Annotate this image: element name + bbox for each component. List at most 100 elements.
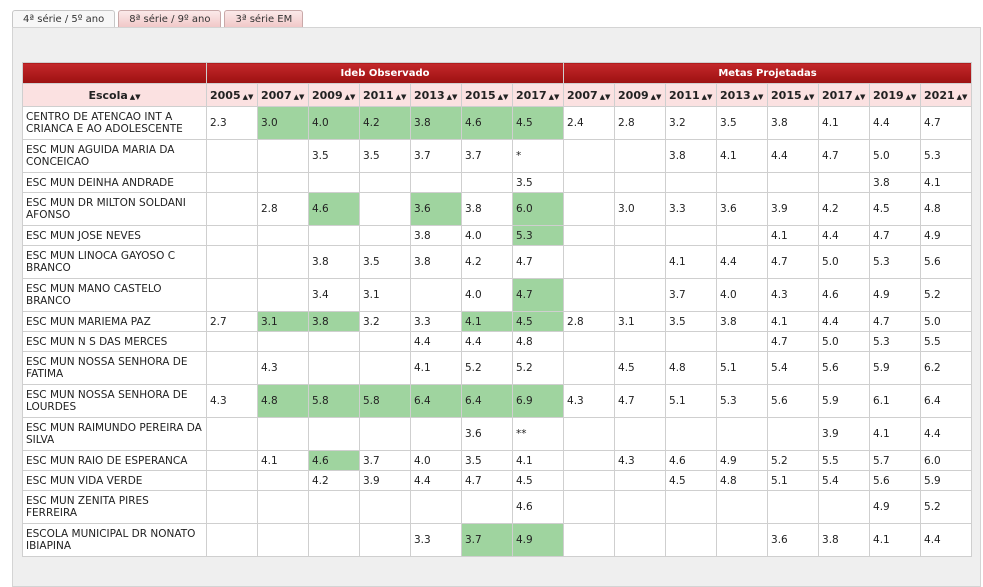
- cell-observed: 4.6: [308, 192, 360, 226]
- cell-observed: [206, 450, 258, 471]
- column-header-label: 2007: [567, 88, 598, 102]
- cell-observed: [206, 470, 258, 491]
- column-header-label: 2011: [363, 88, 394, 102]
- cell-projected: [716, 490, 769, 524]
- table-row: ESC MUN RAIMUNDO PEREIRA DA SILVA 3.6 ** 3.…: [22, 417, 973, 451]
- cell-projected: 6.1: [869, 384, 922, 418]
- cell-projected: [716, 331, 769, 352]
- sort-icon: ▲▼: [548, 92, 560, 101]
- cell-projected: [614, 470, 667, 491]
- cell-observed: [257, 490, 309, 524]
- cell-projected: [716, 523, 769, 557]
- cell-projected: 2.8: [563, 311, 616, 332]
- cell-projected: 5.0: [818, 245, 871, 279]
- cell-observed: 3.6: [410, 192, 462, 226]
- cell-observed: 6.4: [410, 384, 462, 418]
- cell-projected: 4.7: [920, 106, 973, 140]
- cell-observed: [257, 245, 309, 279]
- cell-projected: [767, 417, 820, 451]
- column-header-row: Escola ▲▼ 2005 ▲▼ 2007 ▲▼ 2009 ▲▼ 2011 ▲▼ 2013 ▲▼ 2…: [22, 83, 973, 107]
- column-header-year[interactable]: 2017 ▲▼: [511, 83, 565, 107]
- table-row: ESC MUN VIDA VERDE 4.2 3.9 4.4 4.7 4.5 4.5 4.8 5…: [22, 470, 973, 491]
- cell-projected: 6.2: [920, 351, 973, 385]
- column-header-label: 2011: [669, 88, 700, 102]
- column-header-year[interactable]: 2019 ▲▼: [869, 83, 922, 107]
- table-row: ESC MUN NOSSA SENHORA DE LOURDES 4.3 4.8 5.…: [22, 384, 973, 418]
- cell-observed: 3.7: [410, 139, 462, 173]
- column-header-year[interactable]: 2017 ▲▼: [818, 83, 871, 107]
- cell-observed: [410, 172, 462, 193]
- column-header-year[interactable]: 2013 ▲▼: [410, 83, 462, 107]
- column-header-year[interactable]: 2007 ▲▼: [563, 83, 616, 107]
- cell-observed: [257, 523, 309, 557]
- cell-observed: [206, 523, 258, 557]
- column-header-escola[interactable]: Escola ▲▼: [22, 83, 207, 107]
- cell-projected: [665, 225, 718, 246]
- sort-icon: ▲▼: [752, 92, 764, 101]
- cell-observed: 3.8: [410, 106, 462, 140]
- cell-observed: [359, 523, 411, 557]
- cell-projected: [767, 490, 820, 524]
- table-row: CENTRO DE ATENCAO INT A CRIANCA E AO ADO…: [22, 106, 973, 140]
- cell-observed: 3.3: [410, 311, 462, 332]
- tab-item[interactable]: 8ª série / 9º ano: [118, 10, 222, 27]
- cell-observed: **: [511, 417, 565, 451]
- cell-projected: 3.6: [767, 523, 820, 557]
- column-header-year[interactable]: 2013 ▲▼: [716, 83, 769, 107]
- cell-projected: [665, 523, 718, 557]
- cell-projected: 4.1: [869, 523, 922, 557]
- cell-projected: [665, 417, 718, 451]
- column-header-year[interactable]: 2011 ▲▼: [665, 83, 718, 107]
- cell-observed: [257, 139, 309, 173]
- group-header-row: Ideb Observado Metas Projetadas: [22, 62, 973, 84]
- sort-icon: ▲▼: [129, 92, 141, 101]
- cell-projected: 5.7: [869, 450, 922, 471]
- cell-observed: [206, 490, 258, 524]
- cell-projected: [563, 331, 616, 352]
- cell-observed: 5.2: [511, 351, 565, 385]
- cell-observed: 3.8: [308, 311, 360, 332]
- cell-projected: 5.3: [869, 331, 922, 352]
- cell-projected: [614, 245, 667, 279]
- cell-projected: 5.0: [920, 311, 973, 332]
- sort-icon: ▲▼: [956, 92, 968, 101]
- cell-projected: 3.1: [614, 311, 667, 332]
- cell-observed: [308, 523, 360, 557]
- cell-observed: 4.4: [461, 331, 513, 352]
- tab-item[interactable]: 4ª série / 5º ano: [12, 10, 116, 29]
- sort-icon: ▲▼: [854, 92, 866, 101]
- cell-observed: 3.5: [511, 172, 565, 193]
- cell-observed: 3.7: [359, 450, 411, 471]
- cell-projected: [614, 331, 667, 352]
- cell-observed: [206, 172, 258, 193]
- cell-projected: [563, 523, 616, 557]
- cell-projected: 4.5: [665, 470, 718, 491]
- cell-projected: 4.4: [767, 139, 820, 173]
- cell-projected: 4.9: [869, 490, 922, 524]
- cell-escola: ESC MUN JOSE NEVES: [22, 225, 207, 246]
- column-header-year[interactable]: 2015 ▲▼: [767, 83, 820, 107]
- cell-observed: 4.3: [257, 351, 309, 385]
- cell-observed: 3.7: [461, 139, 513, 173]
- cell-projected: 4.8: [920, 192, 973, 226]
- tab-item[interactable]: 3ª série EM: [224, 10, 304, 27]
- column-header-year[interactable]: 2011 ▲▼: [359, 83, 411, 107]
- cell-observed: 4.4: [410, 470, 462, 491]
- cell-projected: 4.3: [767, 278, 820, 312]
- column-header-year[interactable]: 2009 ▲▼: [308, 83, 360, 107]
- cell-escola: ESC MUN RAIO DE ESPERANCA: [22, 450, 207, 471]
- cell-projected: 4.9: [920, 225, 973, 246]
- column-header-year[interactable]: 2015 ▲▼: [461, 83, 513, 107]
- cell-observed: [257, 278, 309, 312]
- column-header-year[interactable]: 2009 ▲▼: [614, 83, 667, 107]
- sort-icon: ▲▼: [701, 92, 713, 101]
- cell-observed: 3.2: [359, 311, 411, 332]
- column-header-label: 2009: [618, 88, 649, 102]
- column-header-year[interactable]: 2005 ▲▼: [206, 83, 258, 107]
- cell-projected: 2.8: [614, 106, 667, 140]
- cell-projected: 5.3: [920, 139, 973, 173]
- sort-icon: ▲▼: [446, 92, 458, 101]
- column-header-year[interactable]: 2007 ▲▼: [257, 83, 309, 107]
- cell-observed: 2.8: [257, 192, 309, 226]
- column-header-year[interactable]: 2021 ▲▼: [920, 83, 973, 107]
